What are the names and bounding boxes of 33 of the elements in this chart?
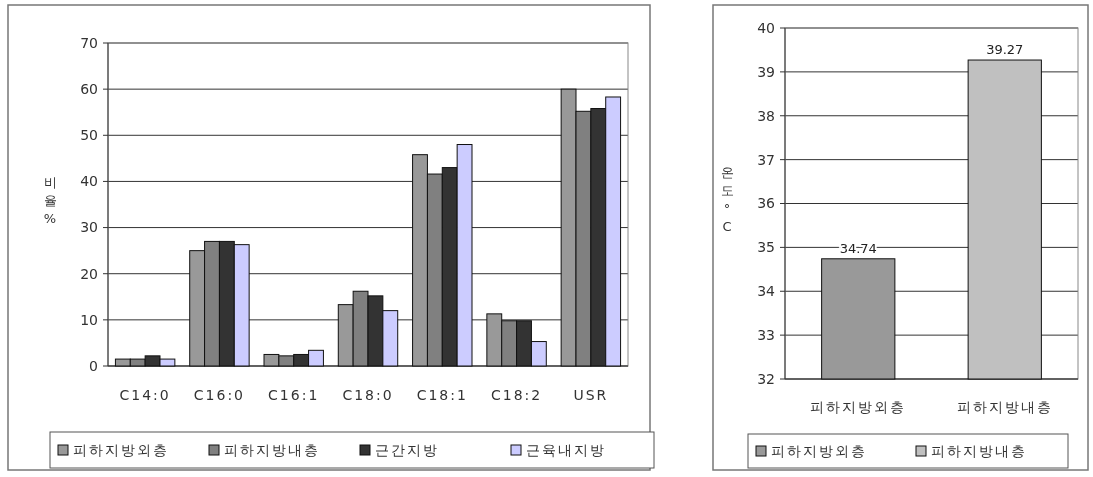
y-tick-label: 36 (757, 195, 776, 212)
y-tick-label: 34 (757, 283, 776, 300)
y-tick-label: 40 (80, 173, 98, 190)
y-tick-label: 39 (757, 63, 775, 80)
y-tick-label: 60 (80, 81, 98, 98)
y-tick-label: 37 (757, 151, 775, 168)
y-tick-label: 32 (757, 370, 775, 387)
y-tick-label: 40 (757, 19, 775, 36)
y-tick-label: 33 (757, 327, 775, 344)
legend-label: 근육내지방 (526, 441, 606, 458)
y-tick-label: 70 (80, 34, 98, 51)
data-label: 39.27 (986, 42, 1024, 58)
y-tick-label: 20 (80, 265, 98, 282)
x-tick-label: C18:0 (342, 387, 394, 403)
legend-label: 피하지방내층 (931, 442, 1027, 459)
x-tick-label: C18:2 (490, 387, 543, 403)
legend-label: 피하지방내층 (224, 441, 320, 458)
legend-label: 근간지방 (375, 441, 439, 458)
y-axis-title: 비율% (43, 174, 57, 226)
y-tick-label: 30 (80, 219, 98, 236)
y-axis-title: 온도°C (720, 164, 734, 234)
y-tick-label: 10 (80, 311, 98, 328)
x-tick-label: C18:1 (416, 387, 468, 403)
x-tick-label: USR (573, 387, 609, 403)
y-tick-label: 0 (89, 357, 98, 374)
x-tick-label: C14:0 (119, 387, 171, 403)
y-tick-label: 35 (757, 239, 775, 256)
legend-label: 피하지방외층 (771, 442, 867, 459)
x-tick-label: C16:1 (268, 387, 320, 403)
y-tick-label: 38 (757, 107, 775, 124)
x-tick-label: C16:0 (193, 387, 246, 403)
legend-label: 피하지방외층 (73, 441, 169, 458)
y-tick-label: 50 (80, 127, 98, 144)
